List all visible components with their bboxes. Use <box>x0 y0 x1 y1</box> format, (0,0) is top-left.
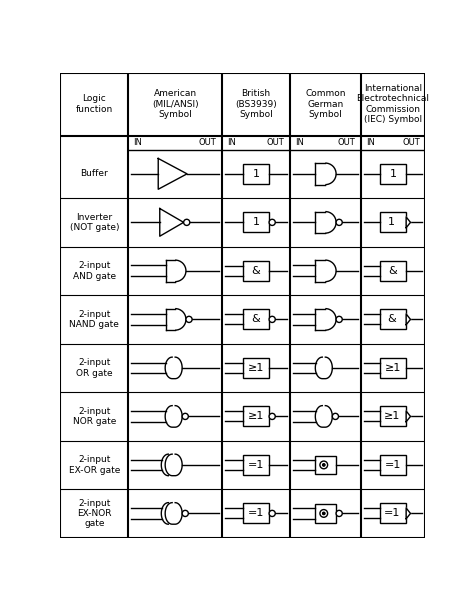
Text: =1: =1 <box>385 460 401 470</box>
Text: IN: IN <box>228 138 237 147</box>
Polygon shape <box>315 260 336 282</box>
Text: American
(MIL/ANSI)
Symbol: American (MIL/ANSI) Symbol <box>152 90 199 119</box>
Text: Inverter
(NOT gate): Inverter (NOT gate) <box>70 213 119 232</box>
Polygon shape <box>315 309 336 330</box>
Bar <box>380 261 406 281</box>
Polygon shape <box>165 405 182 427</box>
Text: 2-input
EX-OR gate: 2-input EX-OR gate <box>69 455 120 474</box>
Text: 2-input
NAND gate: 2-input NAND gate <box>69 310 119 329</box>
Text: ≥1: ≥1 <box>383 411 400 422</box>
Circle shape <box>332 413 338 419</box>
Text: 1: 1 <box>390 169 397 179</box>
Text: 1: 1 <box>388 217 395 227</box>
Circle shape <box>336 219 342 226</box>
Text: &: & <box>387 315 396 324</box>
Text: IN: IN <box>295 138 304 147</box>
Text: =1: =1 <box>248 508 264 518</box>
Bar <box>380 309 406 329</box>
Text: International
Electrotechnical
Commission
(IEC) Symbol: International Electrotechnical Commissio… <box>356 84 429 124</box>
Polygon shape <box>315 357 332 379</box>
Polygon shape <box>160 209 183 236</box>
Text: OUT: OUT <box>402 138 420 147</box>
Text: Common
German
Symbol: Common German Symbol <box>305 90 346 119</box>
Circle shape <box>269 511 275 517</box>
Bar <box>243 407 269 427</box>
Text: 2-input
OR gate: 2-input OR gate <box>76 358 113 378</box>
Circle shape <box>186 316 192 322</box>
Polygon shape <box>158 159 187 189</box>
Text: OUT: OUT <box>337 138 356 147</box>
Polygon shape <box>406 314 410 325</box>
Text: IN: IN <box>134 138 143 147</box>
Polygon shape <box>406 217 410 227</box>
Circle shape <box>320 461 328 469</box>
Polygon shape <box>406 411 410 422</box>
Bar <box>243 164 269 184</box>
Circle shape <box>336 511 342 517</box>
Bar <box>380 358 406 378</box>
Text: &: & <box>389 266 398 276</box>
Polygon shape <box>315 163 336 185</box>
Circle shape <box>182 511 188 517</box>
Text: &: & <box>252 266 260 276</box>
Circle shape <box>323 512 325 515</box>
Circle shape <box>323 464 325 466</box>
Polygon shape <box>165 357 182 379</box>
Text: Logic
function: Logic function <box>76 94 113 114</box>
Text: 2-input
NOR gate: 2-input NOR gate <box>73 407 116 426</box>
Polygon shape <box>315 405 332 427</box>
Polygon shape <box>406 508 410 519</box>
Polygon shape <box>315 212 336 233</box>
Circle shape <box>336 316 342 322</box>
Circle shape <box>323 512 325 515</box>
Text: OUT: OUT <box>199 138 217 147</box>
Polygon shape <box>166 260 186 282</box>
Polygon shape <box>165 454 182 476</box>
Polygon shape <box>165 503 182 524</box>
Bar <box>380 407 406 427</box>
Text: ≥1: ≥1 <box>385 363 401 373</box>
Circle shape <box>269 219 275 226</box>
Circle shape <box>269 316 275 322</box>
Circle shape <box>320 509 328 517</box>
Bar <box>380 164 406 184</box>
Bar <box>243 358 269 378</box>
Text: British
(BS3939)
Symbol: British (BS3939) Symbol <box>235 90 277 119</box>
Bar <box>243 309 269 329</box>
Bar <box>243 503 269 523</box>
Text: IN: IN <box>366 138 375 147</box>
Text: =1: =1 <box>248 460 264 470</box>
Text: ≥1: ≥1 <box>248 411 264 422</box>
Text: 1: 1 <box>253 217 259 227</box>
Circle shape <box>183 219 190 226</box>
Bar <box>380 455 406 475</box>
Bar <box>315 504 336 523</box>
Bar <box>315 456 336 474</box>
Bar <box>243 455 269 475</box>
Text: 1: 1 <box>253 169 259 179</box>
Bar <box>243 212 269 232</box>
Text: ≥1: ≥1 <box>248 363 264 373</box>
Text: &: & <box>252 315 260 324</box>
Text: Buffer: Buffer <box>81 169 108 178</box>
Circle shape <box>182 413 188 419</box>
Bar <box>380 503 406 523</box>
Text: 2-input
EX-NOR
gate: 2-input EX-NOR gate <box>77 499 111 528</box>
Bar <box>243 261 269 281</box>
Bar <box>380 212 406 232</box>
Polygon shape <box>166 309 186 330</box>
Text: OUT: OUT <box>267 138 284 147</box>
Text: 2-input
AND gate: 2-input AND gate <box>73 261 116 281</box>
Text: =1: =1 <box>383 508 400 518</box>
Circle shape <box>323 464 325 466</box>
Circle shape <box>269 413 275 419</box>
